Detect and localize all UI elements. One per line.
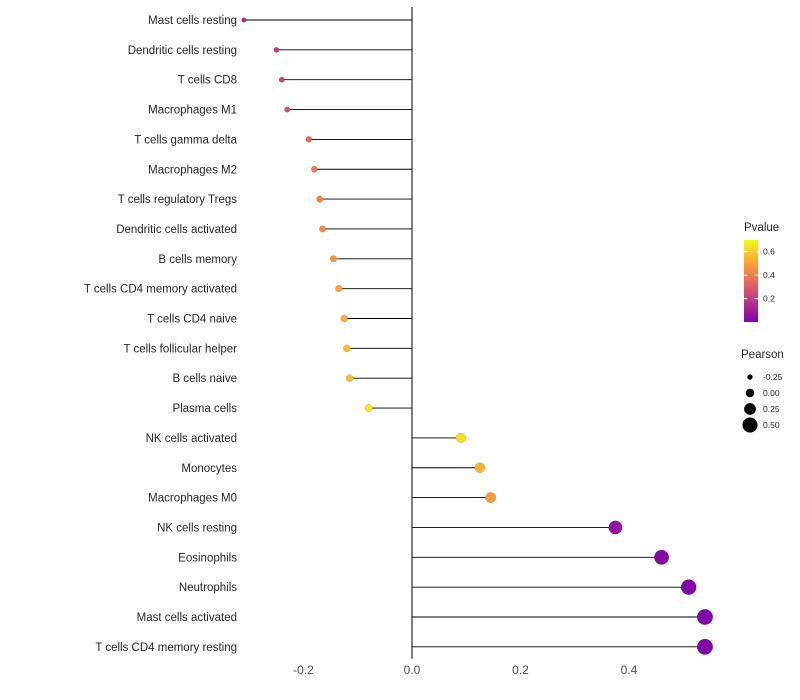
- category-label: Mast cells activated: [137, 612, 237, 624]
- data-point: [335, 285, 343, 293]
- category-label: Dendritic cells activated: [116, 224, 237, 236]
- data-point: [680, 579, 697, 595]
- pvalue-tick-label: 0.4: [763, 270, 775, 280]
- lollipop-row: T cells CD4 memory activated: [84, 284, 412, 296]
- lollipop-row: T cells CD8: [178, 75, 412, 87]
- category-label: Macrophages M2: [148, 164, 237, 176]
- pearson-size-label: 0.50: [763, 420, 780, 430]
- pvalue-colorbar: [744, 240, 758, 322]
- pvalue-tick-label: 0.2: [763, 294, 775, 304]
- pearson-legend-title: Pearson: [741, 349, 784, 361]
- lollipop-row: Macrophages M2: [148, 164, 412, 176]
- pearson-size-dot: [745, 388, 755, 398]
- x-axis-tick-label: 0.2: [512, 663, 529, 677]
- data-point: [485, 492, 497, 504]
- lollipop-row: Macrophages M0: [148, 492, 497, 505]
- category-label: Macrophages M0: [148, 493, 237, 505]
- category-label: Eosinophils: [178, 552, 237, 564]
- data-point: [319, 225, 326, 233]
- data-point: [340, 314, 348, 323]
- lollipop-row: Mast cells resting: [148, 15, 412, 27]
- lollipop-row: T cells CD4 memory resting: [95, 638, 713, 655]
- category-label: T cells CD8: [178, 75, 237, 87]
- lollipop-row: T cells follicular helper: [123, 343, 412, 355]
- pearson-size-label: 0.25: [763, 404, 780, 414]
- category-label: Neutrophils: [179, 582, 237, 594]
- lollipop-row: B cells memory: [158, 254, 412, 266]
- pearson-size-dot: [747, 374, 753, 380]
- data-point: [316, 195, 324, 203]
- category-label: Dendritic cells resting: [128, 45, 237, 57]
- category-label: Mast cells resting: [148, 15, 237, 27]
- lollipop-row: Neutrophils: [179, 579, 697, 595]
- category-label: T cells gamma delta: [134, 134, 237, 146]
- category-label: B cells memory: [158, 254, 237, 266]
- data-point: [311, 165, 318, 173]
- lollipop-row: Eosinophils: [178, 549, 670, 565]
- data-point: [474, 462, 486, 474]
- pearson-size-dot: [744, 403, 756, 415]
- data-point: [654, 549, 670, 565]
- lollipop-row: Dendritic cells activated: [116, 224, 412, 236]
- pvalue-tick-label: 0.6: [763, 247, 775, 257]
- category-label: B cells naive: [172, 373, 237, 385]
- lollipop-row: Plasma cells: [172, 403, 412, 415]
- data-point: [608, 520, 623, 535]
- lollipop-row: T cells regulatory Tregs: [118, 194, 412, 206]
- data-point: [305, 136, 313, 143]
- category-label: Monocytes: [181, 463, 237, 475]
- category-label: T cells CD4 naive: [147, 314, 237, 326]
- lollipop-row: T cells gamma delta: [134, 134, 412, 146]
- data-point: [455, 432, 466, 443]
- data-point: [273, 46, 280, 53]
- lollipop-row: NK cells resting: [157, 520, 623, 535]
- lollipop-row: B cells naive: [172, 373, 412, 385]
- data-point: [696, 638, 713, 655]
- x-axis-tick-label: 0.0: [404, 663, 421, 677]
- data-point: [364, 404, 373, 412]
- lollipop-row: Mast cells activated: [137, 609, 713, 625]
- category-label: Macrophages M1: [148, 105, 237, 117]
- category-label: Plasma cells: [172, 403, 237, 415]
- pvalue-legend-title: Pvalue: [744, 222, 779, 234]
- data-point: [696, 609, 713, 625]
- x-axis-tick-label: -0.2: [293, 663, 314, 677]
- data-point: [329, 255, 337, 263]
- pearson-size-label: 0.00: [763, 388, 780, 398]
- category-label: T cells CD4 memory resting: [95, 642, 237, 654]
- data-point: [345, 374, 354, 382]
- lollipop-row: T cells CD4 naive: [147, 314, 412, 326]
- pearson-size-dot: [742, 417, 758, 433]
- category-label: NK cells resting: [157, 522, 237, 534]
- data-point: [343, 344, 351, 353]
- pearson-size-label: -0.25: [763, 372, 783, 382]
- lollipop-row: Macrophages M1: [148, 105, 412, 117]
- lollipop-row: NK cells activated: [146, 432, 466, 445]
- data-point: [284, 106, 291, 113]
- x-axis-tick-label: 0.4: [621, 663, 638, 677]
- data-point: [241, 17, 247, 23]
- lollipop-row: Monocytes: [181, 462, 486, 475]
- lollipop-row: Dendritic cells resting: [128, 45, 412, 57]
- category-label: T cells CD4 memory activated: [84, 284, 237, 296]
- category-label: T cells follicular helper: [123, 343, 237, 355]
- category-label: NK cells activated: [146, 433, 237, 445]
- category-label: T cells regulatory Tregs: [118, 194, 238, 206]
- data-point: [278, 76, 285, 83]
